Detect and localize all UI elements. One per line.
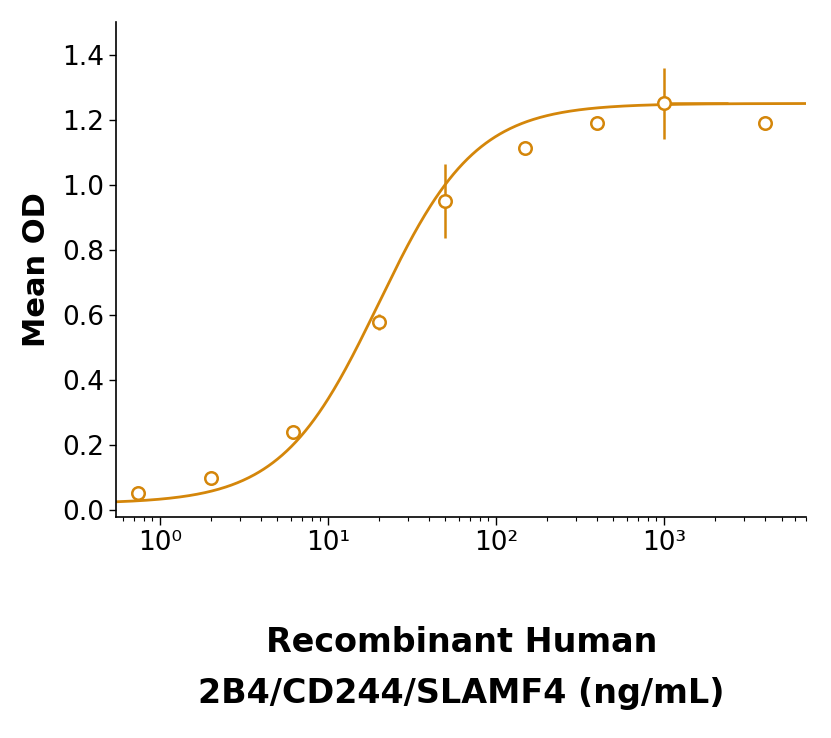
Y-axis label: Mean OD: Mean OD <box>22 192 52 347</box>
Text: Recombinant Human: Recombinant Human <box>266 626 656 658</box>
Text: 2B4/CD244/SLAMF4 (ng/mL): 2B4/CD244/SLAMF4 (ng/mL) <box>198 677 725 710</box>
